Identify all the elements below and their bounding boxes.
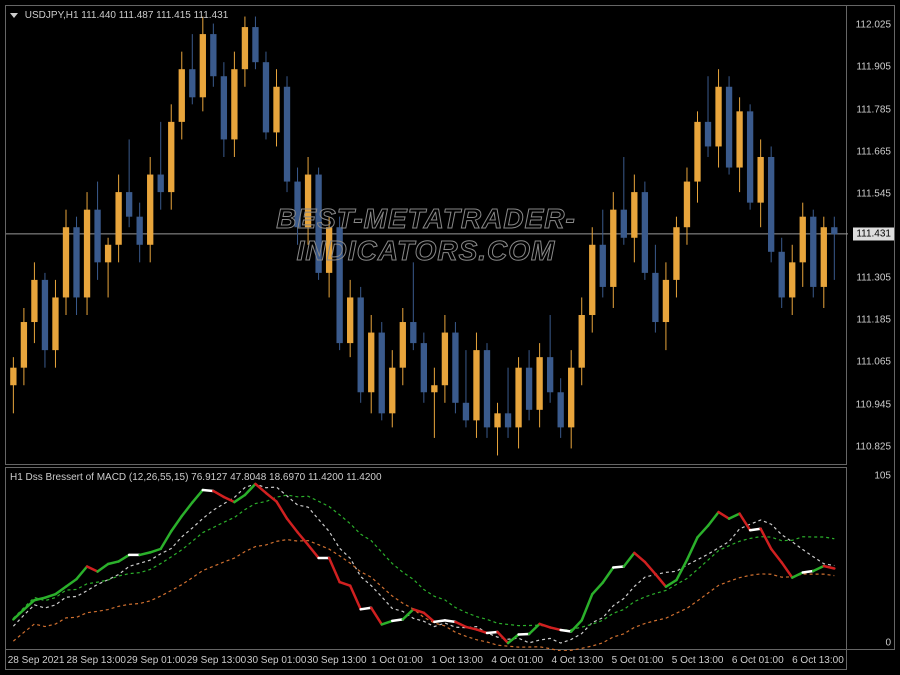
x-tick-label: 1 Oct 13:00 <box>431 655 483 666</box>
x-tick-label: 29 Sep 13:00 <box>187 655 247 666</box>
x-tick-label: 1 Oct 01:00 <box>371 655 423 666</box>
x-tick-label: 28 Sep 13:00 <box>66 655 126 666</box>
y-tick-label: 111.545 <box>856 188 891 199</box>
current-price-tag: 111.431 <box>853 227 894 240</box>
x-tick-label: 5 Oct 01:00 <box>612 655 664 666</box>
candlestick-canvas <box>6 6 848 466</box>
x-tick-label: 29 Sep 01:00 <box>127 655 187 666</box>
x-tick-label: 6 Oct 01:00 <box>732 655 784 666</box>
indicator-y-tick: 0 <box>885 638 891 649</box>
main-chart-title: USDJPY,H1 111.440 111.487 111.415 111.43… <box>10 10 228 21</box>
x-tick-label: 4 Oct 01:00 <box>491 655 543 666</box>
y-axis: 112.025 111.905 111.785 111.665 111.545 111.4… <box>847 5 895 650</box>
symbol-label: USDJPY,H1 111.440 111.487 111.415 111.43… <box>25 10 229 21</box>
y-tick-label: 111.785 <box>856 104 891 115</box>
x-axis: 28 Sep 202128 Sep 13:0029 Sep 01:0029 Se… <box>5 650 847 670</box>
y-tick-label: 111.905 <box>856 62 891 73</box>
y-tick-label: 111.665 <box>856 146 891 157</box>
y-tick-label: 111.185 <box>856 315 891 326</box>
x-tick-label: 4 Oct 13:00 <box>551 655 603 666</box>
indicator-canvas <box>6 468 848 651</box>
y-tick-label: 111.065 <box>856 357 891 368</box>
x-tick-label: 30 Sep 01:00 <box>247 655 307 666</box>
price-chart-panel[interactable]: USDJPY,H1 111.440 111.487 111.415 111.43… <box>5 5 847 465</box>
x-tick-label: 28 Sep 2021 <box>8 655 65 666</box>
indicator-title: H1 Dss Bressert of MACD (12,26,55,15) 76… <box>10 472 382 483</box>
indicator-panel[interactable]: H1 Dss Bressert of MACD (12,26,55,15) 76… <box>5 467 847 650</box>
chevron-down-icon[interactable] <box>10 13 18 18</box>
indicator-y-tick: 105 <box>874 470 891 481</box>
x-tick-label: 30 Sep 13:00 <box>307 655 367 666</box>
x-tick-label: 6 Oct 13:00 <box>792 655 844 666</box>
y-tick-label: 112.025 <box>856 20 891 31</box>
x-tick-label: 5 Oct 13:00 <box>672 655 724 666</box>
y-tick-label: 111.305 <box>856 273 891 284</box>
y-tick-label: 110.825 <box>856 441 891 452</box>
y-tick-label: 110.945 <box>856 399 891 410</box>
